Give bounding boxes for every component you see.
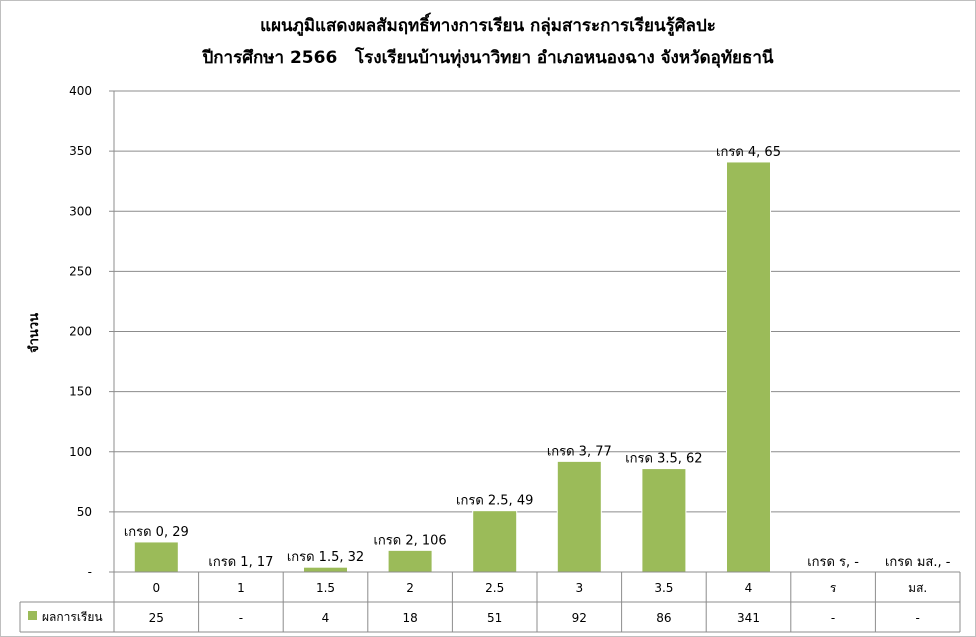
table-value: 86 — [656, 611, 671, 625]
bar — [387, 549, 433, 573]
legend-series-name: ผลการเรียน — [42, 610, 103, 624]
bar — [726, 161, 771, 573]
bars — [133, 161, 771, 573]
bar — [472, 510, 518, 573]
bar — [556, 460, 602, 573]
table-value: 341 — [737, 611, 760, 625]
x-category-label: 3 — [575, 581, 583, 595]
y-tick-label: 250 — [69, 264, 92, 278]
grid-lines — [109, 90, 960, 573]
table-value: 51 — [487, 611, 502, 625]
data-label: เกรด 1, 17 — [208, 555, 273, 570]
data-label: เกรด 1.5, 32 — [287, 550, 364, 565]
x-category-label: ร — [830, 581, 837, 595]
y-axis-ticks: - 50 100 150 200 250 300 350 400 — [69, 84, 92, 579]
y-tick-label: 100 — [69, 445, 92, 459]
bar — [133, 541, 179, 573]
y-tick-label: 200 — [69, 325, 92, 339]
data-label: เกรด 2.5, 49 — [456, 494, 533, 509]
data-label: เกรด ร, - — [807, 555, 859, 570]
legend-swatch — [28, 611, 37, 620]
data-label: เกรด 4, 65 — [716, 145, 781, 160]
data-label: เกรด มส., - — [885, 555, 951, 570]
table-value: 92 — [572, 611, 587, 625]
x-category-label: 2 — [406, 581, 414, 595]
data-label: เกรด 0, 29 — [124, 525, 189, 540]
data-label: เกรด 2, 106 — [373, 533, 446, 548]
x-category-label: 3.5 — [654, 581, 673, 595]
data-label: เกรด 3.5, 62 — [625, 452, 702, 467]
y-tick-label: 300 — [69, 204, 92, 218]
y-tick-label: 50 — [77, 505, 92, 519]
table-value: 4 — [322, 611, 330, 625]
x-category-label: 2.5 — [485, 581, 504, 595]
table-value: - — [916, 611, 920, 625]
x-category-label: 4 — [745, 581, 753, 595]
data-table: 0 25 1 - 1.5 4 2 18 2.5 51 3 92 3.5 86 4 341 ร - มส. - ผลการ… — [19, 571, 961, 633]
chart-title-line2: ปีการศึกษา 2566 โรงเรียนบ้านทุ่งนาวิทยา … — [202, 48, 774, 68]
table-value: - — [831, 611, 835, 625]
bar — [303, 566, 348, 573]
y-tick-label: - — [88, 565, 92, 579]
table-value: - — [239, 611, 243, 625]
bar — [641, 468, 687, 573]
x-category-label: มส. — [908, 581, 927, 595]
y-axis-label: จำนวน — [26, 313, 42, 353]
y-tick-label: 150 — [69, 385, 92, 399]
x-category-label: 1.5 — [316, 581, 335, 595]
y-tick-label: 350 — [69, 144, 92, 158]
x-category-label: 0 — [152, 581, 160, 595]
y-tick-label: 400 — [69, 84, 92, 98]
table-value: 18 — [402, 611, 417, 625]
data-label: เกรด 3, 77 — [547, 444, 612, 459]
data-labels: เกรด 0, 29 เกรด 1, 17 เกรด 1.5, 32 เกรด 2, … — [124, 145, 951, 570]
chart-title-line1: แผนภูมิแสดงผลสัมฤทธิ์ทางการเรียน กลุ่มสา… — [260, 16, 716, 36]
table-value: 25 — [149, 611, 164, 625]
x-category-label: 1 — [237, 581, 245, 595]
